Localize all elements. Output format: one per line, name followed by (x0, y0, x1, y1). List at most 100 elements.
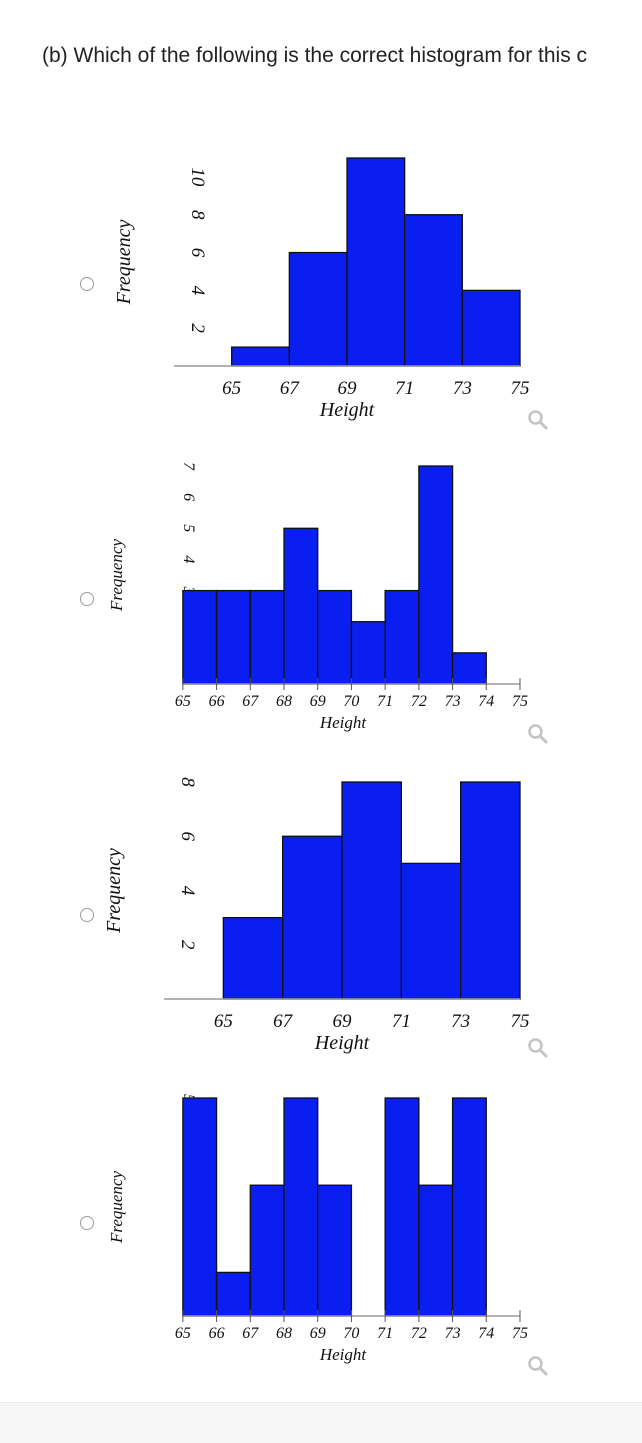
x-tick-label: 75 (512, 1325, 528, 1342)
x-axis-label-d: Height (319, 1345, 368, 1364)
histogram-bar (282, 835, 343, 1000)
x-tick-label: 74 (478, 1325, 494, 1342)
y-tick-label: 5 (180, 524, 197, 532)
histogram-bar (231, 346, 290, 367)
x-tick-label: 73 (453, 378, 472, 399)
x-axis-label-b: Height (319, 713, 368, 732)
histogram-bar (288, 251, 348, 367)
x-tick-label: 65 (175, 1325, 191, 1342)
x-axis-label-c: Height (314, 1032, 370, 1054)
x-tick-label: 66 (209, 1325, 225, 1342)
histogram-bar (283, 527, 319, 685)
x-tick-label: 72 (411, 693, 427, 710)
x-tick-label: 66 (209, 693, 225, 710)
x-tick-label: 71 (377, 1325, 393, 1342)
histogram-bar (384, 589, 420, 685)
histogram-bar (460, 781, 521, 1000)
y-tick-label: 8 (177, 777, 198, 787)
histogram-bar (283, 1097, 319, 1317)
histogram-bar (418, 465, 454, 685)
x-tick-label: 67 (242, 1325, 259, 1342)
y-tick-label: 7 (180, 462, 197, 471)
x-tick-label: 69 (333, 1011, 353, 1032)
x-tick-label: 70 (343, 1325, 359, 1342)
answer-option-b: Frequency12345676566676869707172737475He… (0, 452, 642, 752)
histogram-d: Frequency123456566676869707172737475Heig… (107, 1094, 528, 1364)
histogram-bar (182, 589, 218, 685)
x-tick-label: 75 (511, 1011, 530, 1032)
histogram-bar (384, 1097, 420, 1317)
y-tick-label: 6 (177, 832, 198, 842)
x-tick-label: 67 (273, 1011, 294, 1032)
histogram-bar (451, 652, 487, 685)
y-tick-label: 6 (180, 493, 197, 501)
radio-button-a[interactable] (80, 277, 94, 291)
footer-bar (0, 1402, 642, 1443)
x-tick-label: 71 (377, 693, 393, 710)
histogram-bar (182, 1097, 218, 1317)
histogram-bar (249, 589, 285, 685)
y-axis-label-b: Frequency (107, 539, 126, 613)
x-tick-label: 65 (214, 1011, 233, 1032)
y-tick-label: 4 (177, 886, 198, 896)
x-tick-label: 69 (310, 1325, 326, 1342)
y-axis-label-d: Frequency (107, 1171, 126, 1245)
radio-button-b[interactable] (80, 592, 94, 606)
x-tick-label: 71 (392, 1011, 411, 1032)
x-tick-label: 67 (242, 693, 259, 710)
y-tick-label: 10 (187, 167, 208, 187)
x-tick-label: 73 (451, 1011, 470, 1032)
x-tick-label: 74 (478, 693, 494, 710)
magnifier-icon[interactable] (526, 722, 550, 746)
x-tick-label: 68 (276, 693, 292, 710)
x-tick-label: 73 (445, 1325, 461, 1342)
histogram-bar (346, 157, 406, 367)
x-tick-label: 67 (280, 378, 301, 399)
question-text: (b) Which of the following is the correc… (42, 44, 588, 67)
y-tick-label: 2 (177, 940, 198, 950)
histogram-bar (215, 589, 251, 685)
x-tick-label: 72 (411, 1325, 427, 1342)
histogram-bar (350, 621, 386, 685)
x-tick-label: 71 (395, 378, 414, 399)
histogram-bar (215, 1271, 251, 1317)
x-tick-label: 75 (511, 378, 530, 399)
radio-button-c[interactable] (80, 908, 94, 922)
histogram-bar (418, 1184, 454, 1317)
y-tick-label: 4 (187, 286, 208, 296)
y-tick-label: 4 (180, 555, 197, 563)
y-axis-label-c: Frequency (103, 848, 125, 934)
magnifier-icon[interactable] (526, 1354, 550, 1378)
answer-option-a: Frequency 2 4 6 8 10 65 67 69 71 73 75 Height (0, 140, 642, 440)
x-tick-label: 68 (276, 1325, 292, 1342)
histogram-bar (404, 214, 463, 367)
magnifier-icon[interactable] (526, 1036, 550, 1060)
answer-option-c: Frequency 2 4 6 8 65 67 69 71 73 75 Height (0, 764, 642, 1074)
magnifier-icon[interactable] (526, 408, 550, 432)
x-tick-label: 65 (175, 693, 191, 710)
x-axis-label-a: Height (319, 399, 375, 421)
x-tick-label: 73 (445, 693, 461, 710)
histogram-bar (317, 589, 353, 685)
y-axis-label-a: Frequency (113, 219, 135, 305)
x-tick-label: 69 (338, 378, 358, 399)
histogram-a: Frequency 2 4 6 8 10 65 67 69 71 73 75 Height (113, 157, 530, 421)
histogram-bar (249, 1184, 285, 1317)
histogram-c: Frequency 2 4 6 8 65 67 69 71 73 75 Height (103, 777, 530, 1054)
histogram-bar (222, 916, 284, 1000)
answer-option-d: Frequency123456566676869707172737475Heig… (0, 1086, 642, 1396)
x-tick-label: 69 (310, 693, 326, 710)
x-tick-label: 75 (512, 693, 528, 710)
histogram-bar (341, 781, 402, 1000)
histogram-bar (461, 289, 521, 367)
x-tick-label: 70 (343, 693, 359, 710)
y-tick-label: 6 (187, 248, 208, 258)
radio-button-d[interactable] (80, 1216, 94, 1230)
histogram-bar (451, 1097, 487, 1317)
histogram-bar (400, 862, 462, 1000)
y-tick-label: 8 (187, 210, 208, 220)
histogram-b: Frequency12345676566676869707172737475He… (107, 462, 528, 732)
x-tick-label: 65 (222, 378, 241, 399)
histogram-bar (317, 1184, 353, 1317)
y-tick-label: 2 (187, 323, 208, 333)
